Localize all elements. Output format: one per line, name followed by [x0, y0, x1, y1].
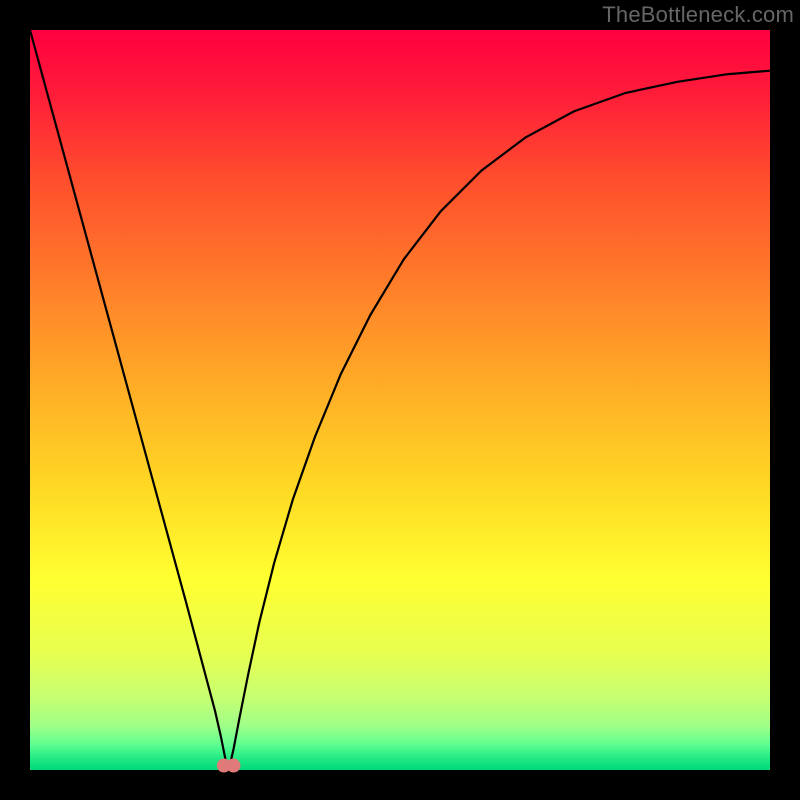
- chart-frame: TheBottleneck.com: [0, 0, 800, 800]
- watermark-label: TheBottleneck.com: [602, 2, 794, 28]
- curve-path: [30, 30, 770, 770]
- bottleneck-curve: [30, 30, 770, 770]
- plot-area: [30, 30, 770, 770]
- vertex-marker-1: [227, 759, 241, 773]
